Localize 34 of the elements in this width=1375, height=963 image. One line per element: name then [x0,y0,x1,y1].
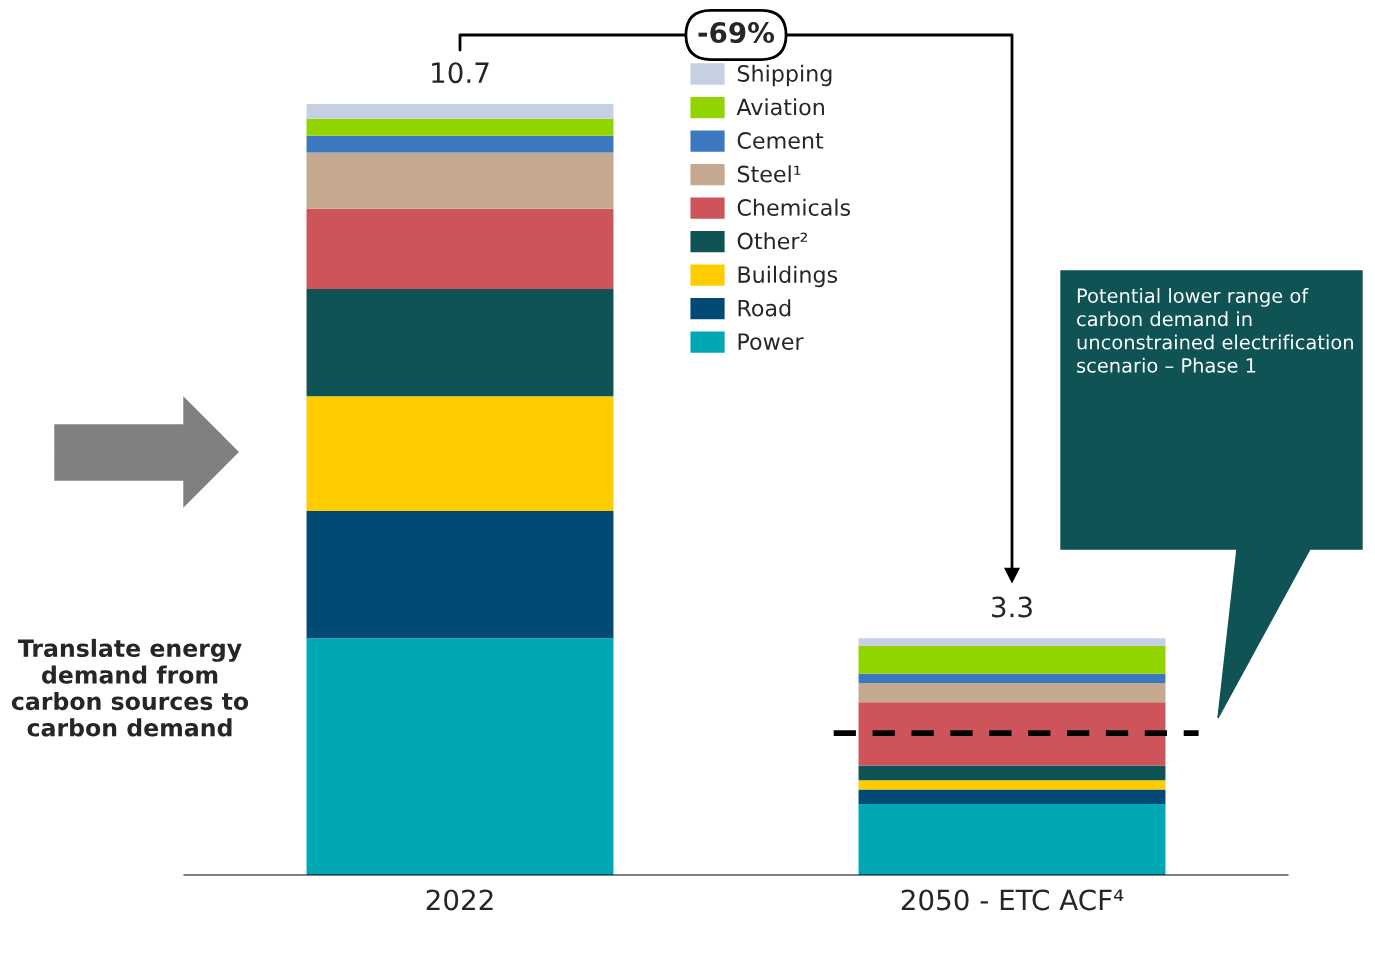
bar [858,765,1166,781]
bar [858,780,1166,790]
bar [858,638,1166,647]
annotation: Translate energy demand from carbon sources to carbon demand [11,638,249,737]
bar [306,511,614,639]
bar [858,804,1166,875]
bar [858,673,1166,684]
legend-label: Cement [737,132,824,149]
bar [306,208,614,290]
legend-label: Other² [737,232,808,250]
legend-label: Chemicals [737,198,851,216]
bar [306,396,614,512]
legend-label: Power [738,333,804,350]
legend-label: Steel¹ [737,165,801,183]
legend-label: Shipping [737,64,832,87]
bar [858,683,1166,703]
legend-label: Buildings [738,265,838,288]
bar [858,646,1166,674]
bar [306,104,614,119]
bar [306,118,614,136]
bar [858,702,1166,766]
bar [306,135,614,153]
annotation: Potential lower range of carbon demand in unconstrained electrification scenario – Phase 1 [1077,288,1353,373]
bar [306,152,614,209]
annotation: 3.3 [992,596,1032,618]
bar [306,638,614,875]
bar [306,289,614,397]
bar [858,789,1166,805]
x-tick-label: 2050 - ETC ACF⁴ [901,889,1124,911]
legend-label: Road [738,299,791,317]
x-tick-label: 2022 [426,889,493,911]
text: -69% [698,22,775,44]
legend-label: Aviation [736,98,824,116]
annotation: 10.7 [432,62,489,84]
